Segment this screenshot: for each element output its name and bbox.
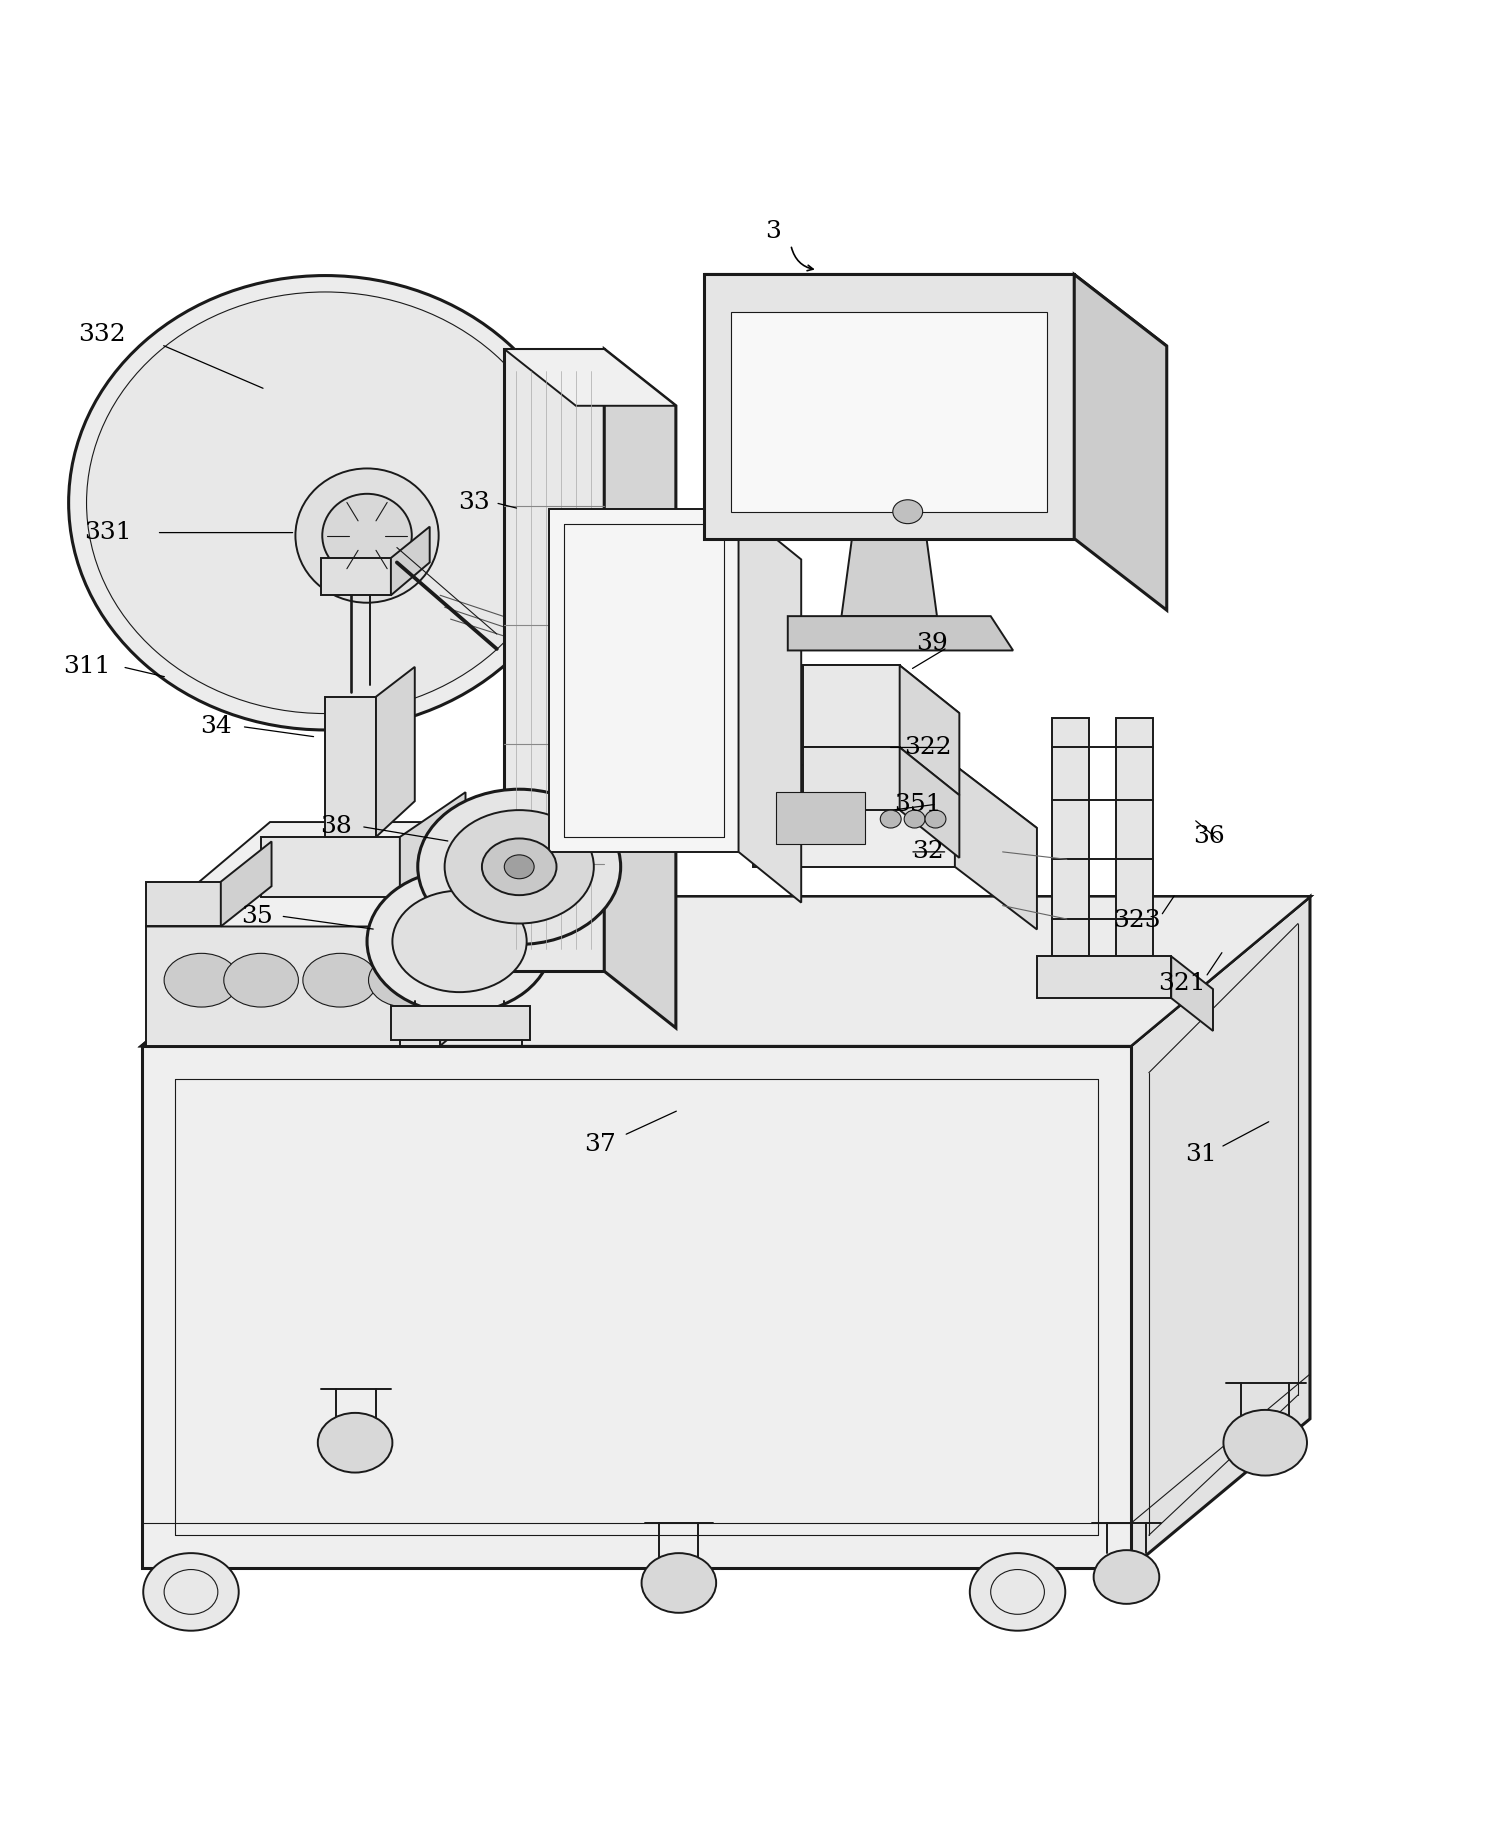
Polygon shape: [900, 665, 959, 796]
Polygon shape: [400, 792, 466, 896]
Polygon shape: [1074, 275, 1167, 610]
Polygon shape: [704, 275, 1074, 539]
Ellipse shape: [482, 839, 557, 896]
Polygon shape: [604, 349, 676, 1029]
Polygon shape: [803, 665, 959, 713]
Text: 3: 3: [765, 220, 780, 242]
Ellipse shape: [892, 501, 922, 525]
Polygon shape: [549, 508, 739, 851]
Polygon shape: [776, 792, 865, 844]
Text: 33: 33: [458, 491, 491, 513]
Polygon shape: [841, 539, 937, 617]
Polygon shape: [221, 842, 272, 927]
Polygon shape: [803, 665, 900, 748]
Ellipse shape: [318, 1413, 392, 1472]
Polygon shape: [455, 942, 585, 972]
Ellipse shape: [925, 811, 946, 827]
Ellipse shape: [904, 811, 925, 827]
Polygon shape: [753, 765, 955, 866]
Polygon shape: [440, 896, 1310, 1045]
Text: 321: 321: [1158, 972, 1206, 996]
Polygon shape: [146, 822, 564, 927]
Polygon shape: [955, 765, 1037, 929]
Polygon shape: [391, 526, 430, 595]
Text: 34: 34: [200, 715, 233, 739]
Text: 311: 311: [63, 656, 110, 678]
Polygon shape: [391, 1005, 530, 1040]
Text: 332: 332: [78, 323, 125, 345]
Polygon shape: [1131, 896, 1310, 1568]
Polygon shape: [788, 617, 1013, 650]
Polygon shape: [739, 508, 801, 903]
Polygon shape: [146, 881, 221, 927]
Ellipse shape: [143, 1553, 239, 1631]
Polygon shape: [731, 312, 1047, 512]
Text: 38: 38: [319, 815, 352, 839]
Ellipse shape: [164, 953, 239, 1007]
Ellipse shape: [504, 855, 534, 879]
Text: 32: 32: [912, 840, 944, 863]
Polygon shape: [321, 558, 391, 595]
Ellipse shape: [392, 890, 527, 992]
Polygon shape: [146, 927, 440, 1045]
Ellipse shape: [1094, 1550, 1159, 1603]
Text: 36: 36: [1192, 826, 1225, 848]
Ellipse shape: [369, 953, 443, 1007]
Polygon shape: [1052, 718, 1089, 957]
Polygon shape: [900, 748, 959, 857]
Polygon shape: [1037, 957, 1171, 997]
Ellipse shape: [418, 789, 621, 944]
Text: 39: 39: [916, 632, 949, 654]
Ellipse shape: [445, 811, 594, 924]
Text: 322: 322: [904, 735, 952, 759]
Polygon shape: [142, 1045, 1131, 1568]
Polygon shape: [1171, 957, 1213, 1031]
Ellipse shape: [880, 811, 901, 827]
Ellipse shape: [69, 275, 582, 730]
Ellipse shape: [970, 1553, 1065, 1631]
Ellipse shape: [224, 953, 298, 1007]
Polygon shape: [1116, 718, 1153, 957]
Polygon shape: [142, 896, 1310, 1045]
Text: 35: 35: [240, 905, 273, 927]
Ellipse shape: [367, 870, 552, 1012]
Polygon shape: [261, 837, 400, 896]
Polygon shape: [803, 748, 900, 811]
Text: 323: 323: [1113, 909, 1161, 933]
Text: 31: 31: [1185, 1143, 1217, 1165]
Text: 351: 351: [894, 792, 941, 816]
Text: 331: 331: [84, 521, 131, 545]
Polygon shape: [704, 275, 1167, 345]
Polygon shape: [504, 349, 604, 972]
Ellipse shape: [1223, 1409, 1307, 1476]
Ellipse shape: [642, 1553, 716, 1612]
Polygon shape: [376, 667, 415, 837]
Polygon shape: [325, 696, 376, 837]
Polygon shape: [753, 765, 1037, 827]
Polygon shape: [440, 822, 564, 1045]
Text: 37: 37: [583, 1132, 616, 1156]
Ellipse shape: [322, 493, 412, 578]
Polygon shape: [142, 896, 1310, 1045]
Ellipse shape: [295, 469, 439, 602]
Polygon shape: [504, 349, 676, 406]
Ellipse shape: [303, 953, 377, 1007]
Ellipse shape: [87, 292, 564, 713]
